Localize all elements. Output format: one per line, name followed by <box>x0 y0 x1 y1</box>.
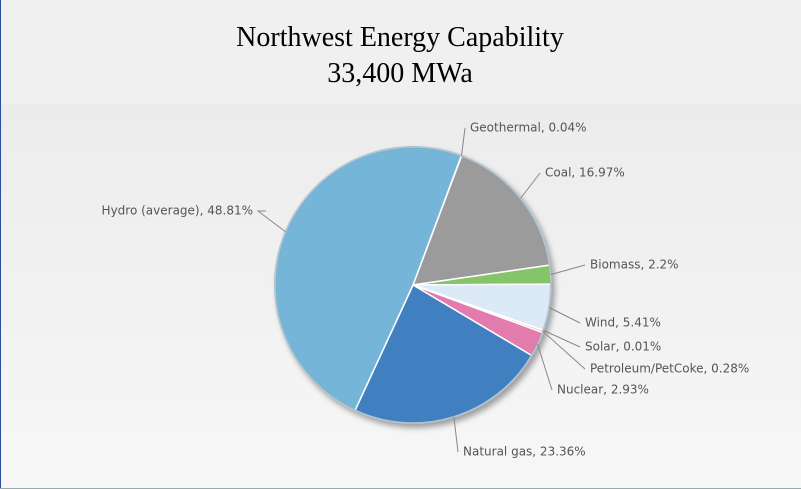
leader-line <box>520 172 541 199</box>
chart-subtitle: 33,400 MWa <box>327 58 473 89</box>
leader-line <box>537 344 553 391</box>
leader-line <box>550 264 586 276</box>
leader-line <box>256 210 286 233</box>
slice-label: Coal, 16.97% <box>545 166 625 180</box>
leader-line <box>542 331 586 370</box>
slice-label: Nuclear, 2.93% <box>557 383 649 397</box>
labels: Geothermal, 0.04% Coal, 16.97% Biomass, 2.… <box>102 121 750 459</box>
leader-line <box>460 127 466 156</box>
slice-label: Biomass, 2.2% <box>590 258 679 272</box>
pie <box>274 146 552 424</box>
leader-line <box>543 329 581 348</box>
slice-label: Petroleum/PetCoke, 0.28% <box>590 362 749 376</box>
slice-label: Natural gas, 23.36% <box>463 445 586 459</box>
chart-title: Northwest Energy Capability <box>236 22 564 53</box>
pie-rim <box>274 146 552 424</box>
title-band <box>0 0 801 104</box>
slice-label: Hydro (average), 48.81% <box>102 204 253 218</box>
slice-label: Wind, 5.41% <box>585 316 661 330</box>
slice-label: Solar, 0.01% <box>585 340 661 354</box>
slice-label: Geothermal, 0.04% <box>470 121 587 135</box>
leader-line <box>453 416 459 453</box>
leader-line <box>548 307 581 324</box>
